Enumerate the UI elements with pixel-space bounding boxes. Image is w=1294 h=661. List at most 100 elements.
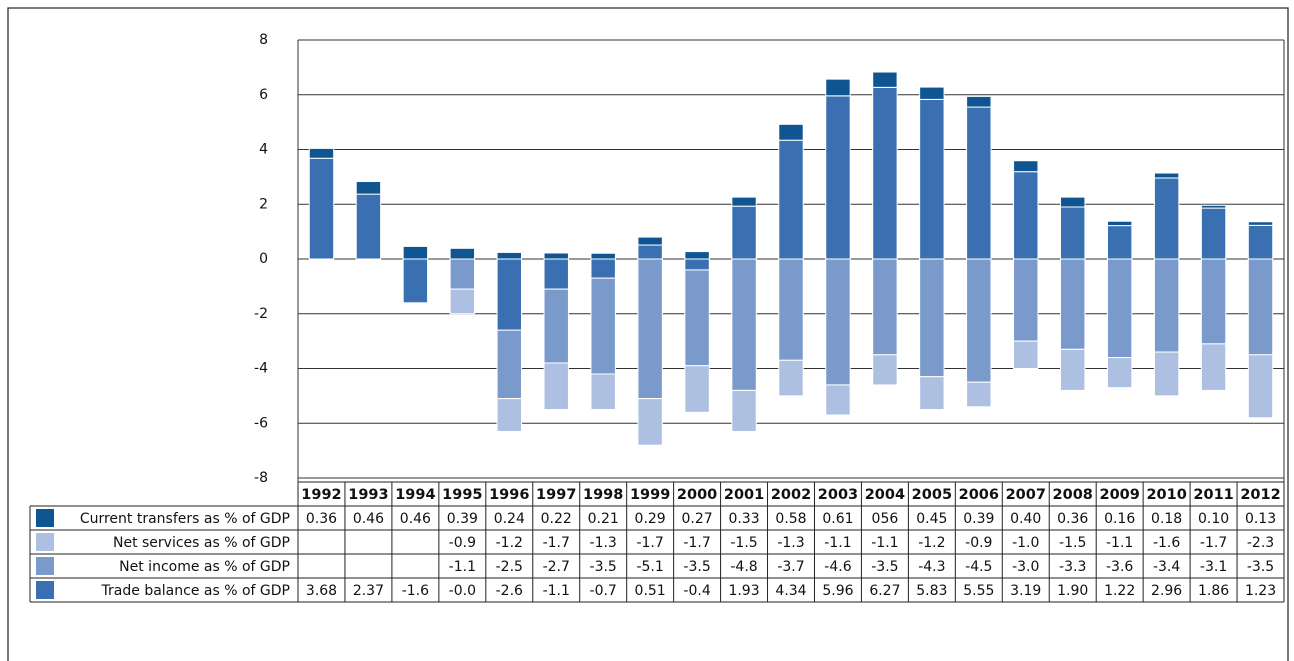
bar	[1153, 258, 1180, 353]
data-label: 0.39	[447, 511, 478, 527]
bar	[778, 123, 804, 141]
x-tick-label: 2001	[724, 487, 764, 503]
bar	[919, 258, 945, 378]
x-tick-label: 1994	[395, 487, 435, 503]
data-label: -3.5	[683, 559, 710, 575]
data-label: -3.0	[1012, 559, 1039, 575]
data-label: 1.22	[1104, 583, 1135, 599]
bar	[731, 205, 757, 260]
data-label: 0.46	[400, 511, 431, 527]
x-tick-label: 2009	[1099, 487, 1139, 503]
bar	[684, 269, 710, 367]
bar	[637, 258, 663, 400]
bar	[778, 258, 804, 361]
data-label: 0.36	[1057, 511, 1088, 527]
bar	[590, 277, 616, 375]
data-label: -4.5	[965, 559, 992, 575]
bar	[1106, 357, 1133, 389]
bar	[684, 251, 710, 260]
x-tick-label: 1999	[630, 487, 670, 503]
x-tick-label: 2006	[959, 487, 999, 503]
bar	[590, 258, 616, 279]
bar	[778, 139, 804, 260]
y-tick-label: -4	[254, 361, 268, 377]
bar	[966, 258, 992, 383]
data-label: 0.36	[306, 511, 337, 527]
bar	[1247, 258, 1274, 356]
bar	[1153, 172, 1180, 179]
data-label: -2.6	[496, 583, 523, 599]
data-label: -1.1	[543, 583, 570, 599]
bar	[1060, 258, 1086, 350]
data-label: -0.0	[449, 583, 476, 599]
data-label: -4.3	[918, 559, 945, 575]
data-label: 0.16	[1104, 511, 1135, 527]
y-tick-label: 4	[259, 142, 268, 158]
bar	[731, 258, 757, 391]
data-label: 0.58	[775, 511, 806, 527]
bar	[966, 381, 992, 408]
data-label: -0.4	[683, 583, 710, 599]
bar	[1153, 351, 1180, 397]
data-label: 0.24	[494, 511, 525, 527]
bar	[402, 258, 429, 304]
data-label: -5.1	[636, 559, 663, 575]
bar	[355, 193, 382, 260]
data-label: -1.1	[1106, 535, 1133, 551]
legend-label: Trade balance as % of GDP	[101, 583, 290, 599]
bar	[1247, 221, 1274, 226]
bar	[1060, 196, 1086, 208]
x-tick-label: 2012	[1240, 487, 1280, 503]
data-label: -4.6	[824, 559, 851, 575]
bar	[778, 359, 804, 397]
data-label: -1.6	[402, 583, 429, 599]
bar	[355, 181, 382, 195]
data-label: -1.7	[543, 535, 570, 551]
data-label: 0.39	[963, 511, 994, 527]
bar	[919, 98, 945, 260]
bar	[402, 245, 429, 260]
bar	[1060, 348, 1086, 391]
data-label: -3.5	[1247, 559, 1274, 575]
data-label: -0.7	[590, 583, 617, 599]
x-tick-label: 2011	[1193, 487, 1233, 503]
data-label: 0.40	[1010, 511, 1041, 527]
x-tick-label: 2004	[865, 487, 905, 503]
bar	[543, 288, 569, 364]
data-label: 1.90	[1057, 583, 1088, 599]
data-label: -1.7	[636, 535, 663, 551]
y-tick-label: -6	[254, 415, 268, 431]
data-label: 3.19	[1010, 583, 1041, 599]
data-label: 0.46	[353, 511, 384, 527]
data-label: -3.4	[1153, 559, 1180, 575]
data-label: -1.0	[1012, 535, 1039, 551]
data-label: 056	[872, 511, 899, 527]
data-label: 5.96	[822, 583, 853, 599]
bar	[825, 258, 851, 386]
x-tick-label: 1993	[348, 487, 388, 503]
data-label: -4.8	[730, 559, 757, 575]
data-label: -1.3	[777, 535, 804, 551]
x-tick-label: 2010	[1146, 487, 1186, 503]
data-label: 1.86	[1198, 583, 1229, 599]
data-label: 5.83	[916, 583, 947, 599]
bar	[1153, 177, 1180, 260]
data-label: 0.22	[541, 511, 572, 527]
x-tick-label: 1998	[583, 487, 623, 503]
bar	[590, 252, 616, 260]
bar	[308, 147, 335, 159]
data-label: 0.21	[588, 511, 619, 527]
bar	[543, 252, 569, 260]
data-label: 0.51	[635, 583, 666, 599]
legend-label: Current transfers as % of GDP	[80, 511, 290, 527]
data-label: -1.6	[1153, 535, 1180, 551]
data-label: 5.55	[963, 583, 994, 599]
bar	[449, 288, 476, 315]
bar	[684, 258, 710, 271]
x-tick-label: 2000	[677, 487, 717, 503]
bar	[966, 95, 992, 108]
legend-swatch	[36, 581, 54, 599]
data-label: -3.7	[777, 559, 804, 575]
bar	[637, 244, 663, 260]
x-tick-label: 2005	[912, 487, 952, 503]
